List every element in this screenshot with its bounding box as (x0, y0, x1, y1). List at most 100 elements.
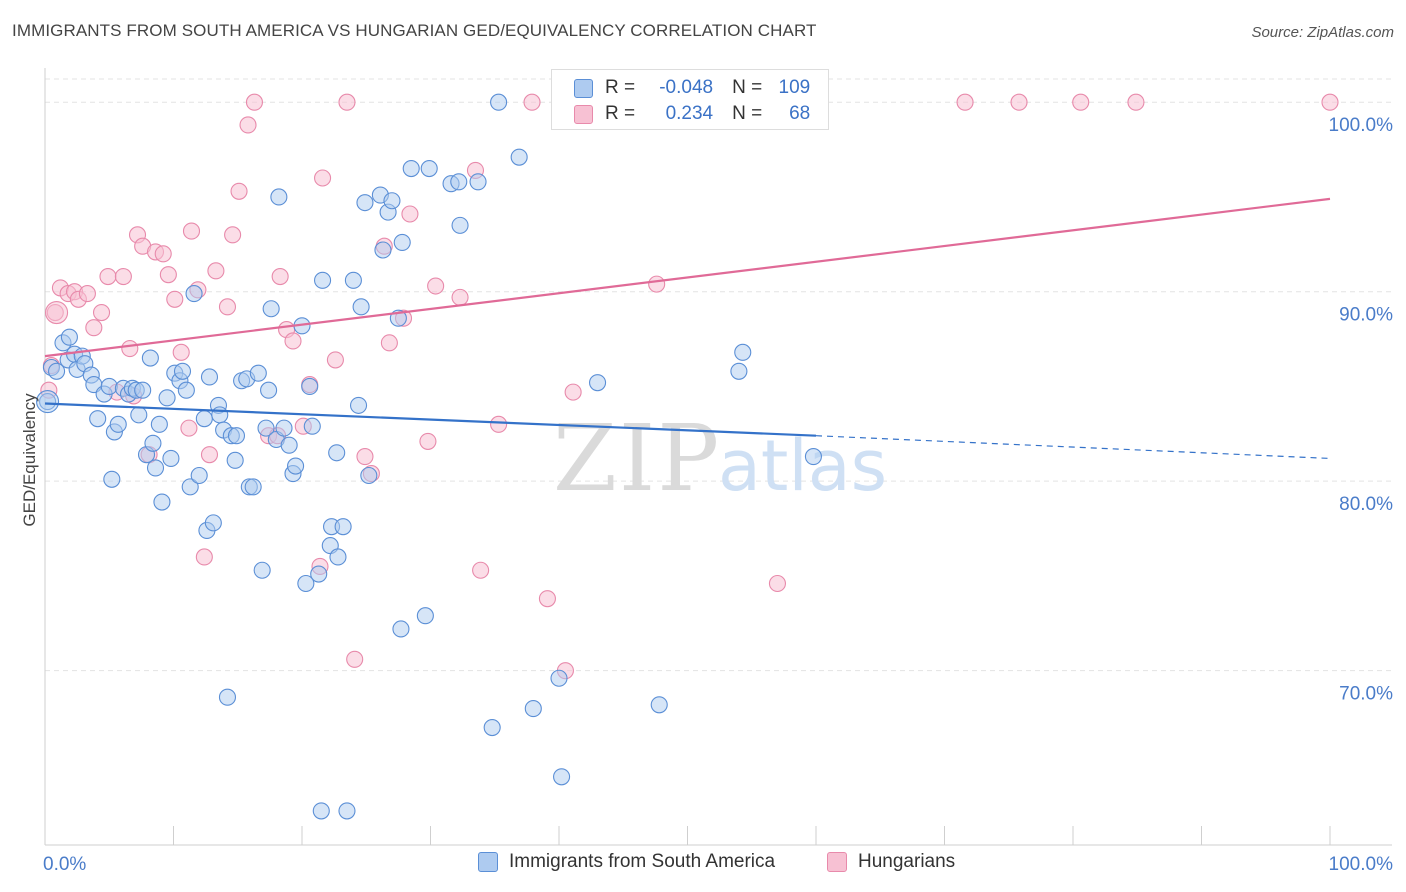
point-hungarians (218, 298, 237, 316)
point-south-america (275, 419, 293, 437)
r-label: R = (605, 77, 636, 98)
point-south-america (60, 328, 78, 346)
point-south-america (158, 389, 176, 407)
axes-layer (44, 68, 1392, 846)
watermark: ZIP atlas (553, 405, 887, 512)
r-value-south-america: -0.048 (659, 77, 714, 98)
point-south-america (734, 343, 752, 361)
source-label: Source: ZipAtlas.com (1251, 24, 1394, 41)
legend-item-hungarians[interactable]: Hungarians (827, 851, 955, 873)
point-south-america (650, 696, 668, 714)
point-hungarians (768, 574, 787, 593)
point-south-america (218, 688, 237, 706)
legend-label-south-america: Immigrants from South America (509, 851, 776, 872)
point-south-america (173, 362, 192, 380)
point-hungarians (271, 267, 289, 286)
point-south-america (260, 381, 278, 399)
point-hungarians (284, 332, 302, 350)
x-tick-label-max: 100.0% (1329, 854, 1394, 875)
point-hungarians (230, 182, 248, 200)
blue-swatch (574, 78, 593, 98)
point-south-america (153, 493, 171, 511)
point-hungarians (92, 303, 111, 322)
point-south-america (39, 393, 57, 411)
n-value-south-america: 109 (778, 77, 811, 98)
point-hungarians (245, 93, 264, 111)
watermark-zip: ZIP (553, 405, 721, 512)
n-value-hungarians: 68 (789, 103, 811, 124)
point-hungarians (538, 590, 556, 608)
point-hungarians (523, 93, 541, 111)
point-south-america (550, 669, 568, 687)
point-hungarians (451, 288, 469, 306)
point-south-america (36, 390, 60, 414)
point-south-america (134, 381, 152, 399)
n-label: N = (732, 103, 763, 124)
tick-labels: 70.0% 80.0% 90.0% 100.0% 0.0% 100.0% GED/Equiv… (20, 115, 1393, 875)
point-south-america (249, 364, 267, 382)
y-tick-label: 70.0% (1339, 684, 1393, 705)
stats-legend: R = -0.048 N = 109 R = 0.234 N = 68 (551, 69, 829, 130)
y-axis-title: GED/Equivalency (20, 393, 39, 527)
point-hungarians (78, 285, 96, 303)
series-legend: Immigrants from South America Hungarians (0, 851, 1406, 879)
point-hungarians (224, 226, 242, 244)
y-tick-label: 90.0% (1339, 305, 1393, 326)
point-south-america (334, 518, 352, 536)
point-south-america (416, 607, 434, 625)
trendline-south-america (44, 402, 817, 437)
point-hungarians (200, 446, 219, 464)
point-south-america (469, 173, 487, 191)
point-south-america (146, 459, 165, 477)
point-south-america (195, 410, 213, 428)
point-south-america (420, 159, 438, 178)
point-south-america (257, 419, 275, 437)
point-south-america (150, 415, 168, 433)
point-south-america (374, 241, 392, 259)
point-hungarians (1072, 93, 1090, 111)
point-south-america (490, 93, 508, 111)
x-tick-label-min: 0.0% (43, 854, 86, 875)
point-hungarians (356, 448, 374, 466)
point-hungarians (427, 277, 445, 295)
point-south-america (200, 368, 219, 386)
point-south-america (301, 377, 319, 395)
legend-item-south-america[interactable]: Immigrants from South America (478, 851, 775, 873)
point-hungarians (99, 267, 117, 286)
point-hungarians (1321, 93, 1339, 111)
point-hungarians (172, 343, 190, 361)
point-south-america (451, 216, 469, 234)
point-hungarians (121, 339, 139, 358)
trend-lines (44, 197, 1331, 460)
pink-swatch (574, 104, 593, 124)
point-south-america (253, 561, 271, 579)
point-south-america (314, 271, 332, 289)
point-south-america (109, 415, 127, 433)
y-tick-label: 80.0% (1339, 494, 1393, 515)
point-south-america (329, 548, 347, 566)
point-south-america (100, 377, 118, 395)
y-tick-label: 100.0% (1329, 115, 1394, 136)
trendline-hungarians (44, 197, 1331, 358)
point-south-america (227, 427, 246, 445)
point-south-america (588, 374, 607, 392)
point-hungarians (180, 419, 198, 437)
point-south-america (352, 298, 370, 316)
point-south-america (297, 574, 315, 593)
point-south-america (89, 410, 107, 428)
point-hungarians (154, 245, 172, 263)
point-south-america (310, 565, 328, 583)
point-south-america (270, 188, 288, 206)
point-south-america (185, 285, 203, 303)
point-south-america (553, 768, 571, 786)
point-hungarians (338, 93, 356, 111)
point-south-america (162, 449, 180, 467)
watermark-atlas: atlas (718, 425, 887, 507)
point-hungarians (419, 432, 437, 450)
point-south-america (730, 362, 748, 380)
point-hungarians (490, 415, 508, 433)
chart-title: IMMIGRANTS FROM SOUTH AMERICA VS HUNGARI… (12, 21, 817, 40)
legend-swatch-blue (478, 852, 498, 872)
point-hungarians (114, 267, 132, 286)
